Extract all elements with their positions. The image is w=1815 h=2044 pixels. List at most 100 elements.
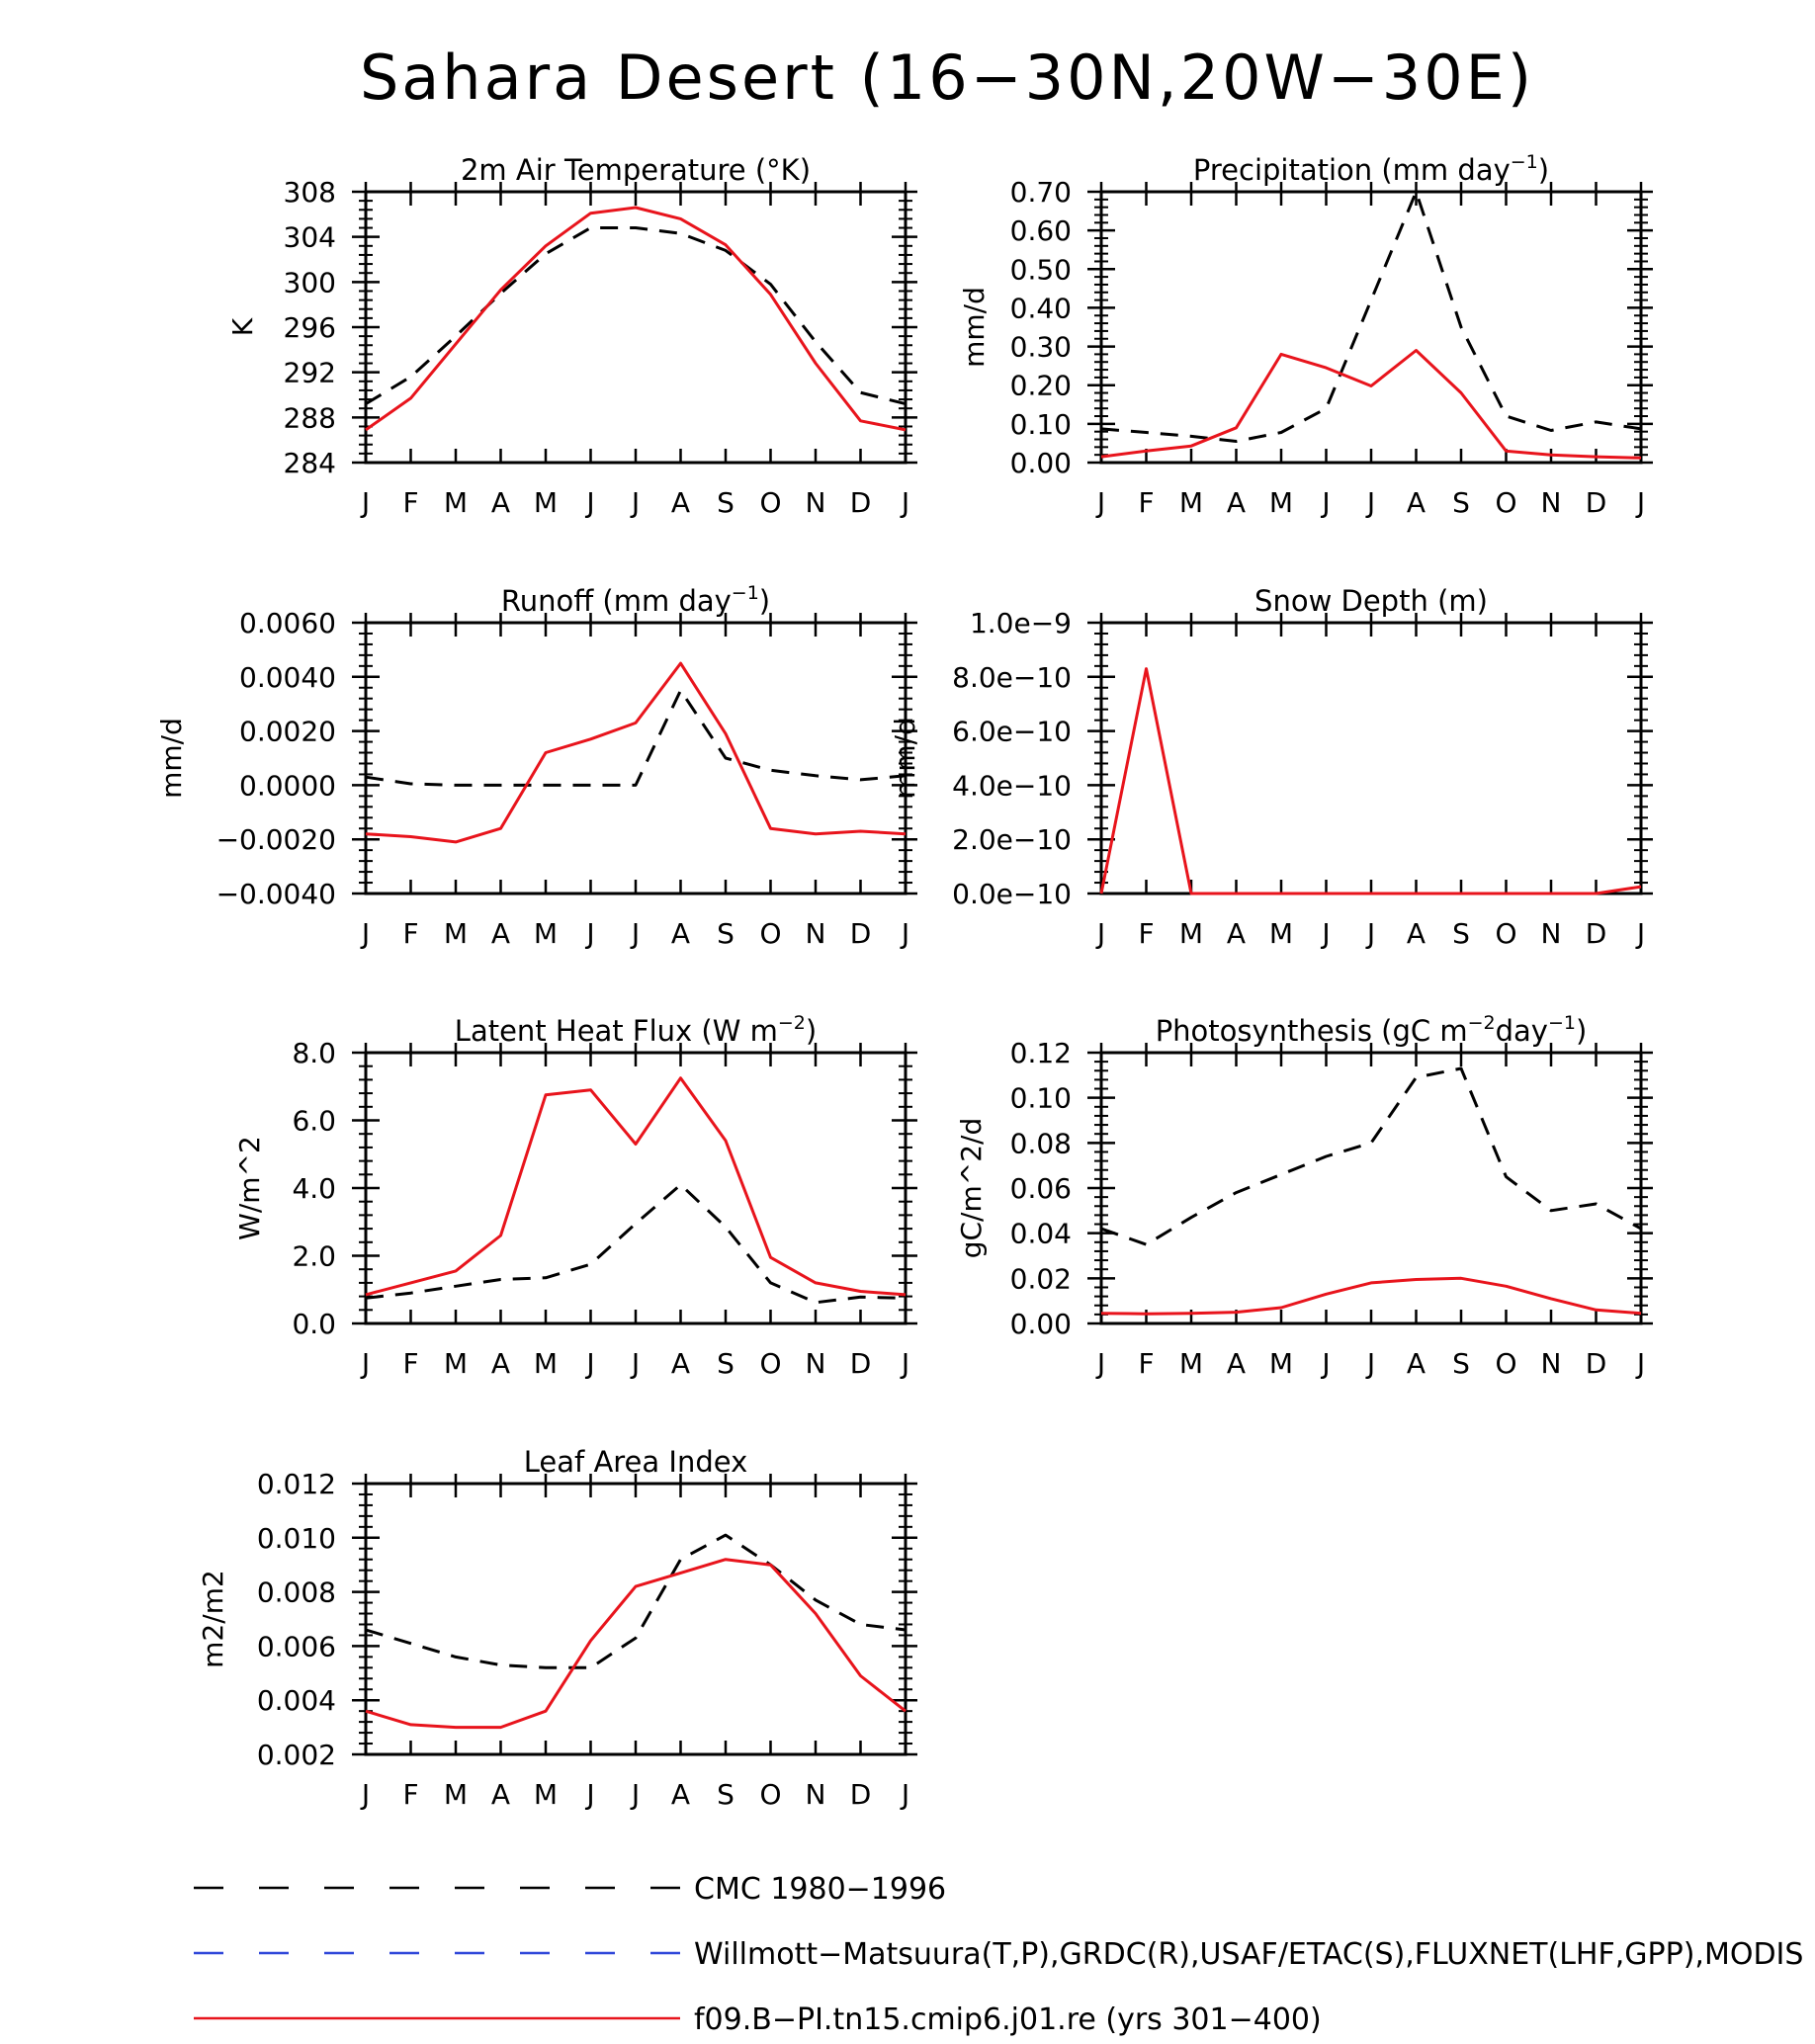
x-tick-label: A — [491, 917, 510, 950]
y-tick-label: 0.0 — [292, 1308, 336, 1340]
y-tick-label: 0.006 — [257, 1630, 336, 1662]
x-tick-label: A — [1407, 486, 1426, 519]
x-tick-label: J — [1365, 917, 1375, 950]
title-superscript: −1 — [1511, 151, 1538, 173]
x-tick-label: F — [402, 917, 418, 950]
plot-frame — [364, 190, 908, 465]
y-tick-label: 0.002 — [257, 1739, 336, 1771]
legend-entry-2: Willmott−Matsuura(T,P),GRDC(R),USAF/ETAC… — [194, 1937, 1803, 1972]
x-tick-label: O — [759, 1778, 781, 1811]
y-tick-label: 308 — [284, 176, 336, 209]
panel-title: Precipitation (mm day−1) — [1193, 151, 1549, 187]
y-tick-label: 0.08 — [1010, 1127, 1072, 1159]
series-line-cmc — [365, 226, 907, 406]
x-tick-label: N — [806, 1778, 826, 1811]
x-tick-label: D — [1586, 486, 1607, 519]
x-tick-label: D — [1586, 917, 1607, 950]
y-tick-label: −0.0040 — [216, 878, 336, 910]
y-axis-label: K — [226, 317, 259, 336]
y-tick-label: 0.10 — [1010, 1082, 1072, 1115]
x-tick-label: M — [534, 486, 558, 519]
x-tick-label: A — [491, 486, 510, 519]
x-tick-label: M — [1179, 917, 1203, 950]
y-tick-label: 0.50 — [1010, 253, 1072, 286]
series-line-cmc — [1100, 190, 1642, 443]
title-text: 2m Air Temperature (°K) — [461, 153, 811, 187]
title-text: Runoff (mm day — [501, 584, 732, 618]
y-tick-label: 300 — [284, 266, 336, 298]
series-line-model — [1100, 349, 1642, 460]
title-text: Precipitation (mm day — [1193, 153, 1511, 187]
x-tick-label: J — [1365, 1347, 1375, 1380]
series-line-model — [1099, 667, 1642, 895]
x-tick-label: S — [1452, 917, 1470, 950]
x-tick-label: J — [1635, 486, 1645, 519]
x-tick-label: A — [671, 917, 690, 950]
x-tick-label: J — [1095, 917, 1105, 950]
y-axis: 8.0 6.0 4.0 2.0 0.0 — [292, 1037, 917, 1340]
x-tick-label: M — [1179, 1347, 1203, 1380]
series-line-cmc — [365, 1183, 907, 1305]
x-tick-label: M — [534, 1347, 558, 1380]
y-tick-label: 0.20 — [1010, 370, 1072, 402]
x-tick-label: J — [630, 1347, 640, 1380]
legend-entry-3: f09.B−PI.tn15.cmip6.j01.re (yrs 301−400) — [194, 2002, 1322, 2037]
x-tick-label: M — [1269, 486, 1293, 519]
x-tick-label: J — [900, 1347, 909, 1380]
plot-frame — [1099, 190, 1643, 465]
y-tick-label: 0.010 — [257, 1522, 336, 1555]
y-tick-label: 6.0e−10 — [952, 716, 1072, 748]
x-tick-label: M — [444, 1778, 468, 1811]
y-tick-label: 4.0 — [292, 1172, 336, 1205]
y-tick-label: 0.12 — [1010, 1037, 1072, 1069]
x-tick-label: J — [900, 486, 909, 519]
title-text: day — [1496, 1014, 1548, 1048]
y-tick-label: 304 — [284, 221, 336, 254]
x-tick-label: O — [759, 486, 781, 519]
legend-label: CMC 1980−1996 — [694, 1872, 946, 1907]
y-axis: 308 304 300 296 292 288 284 — [284, 176, 917, 479]
y-axis: 0.12 0.10 0.08 0.06 0.04 0.02 0.00 — [1010, 1037, 1653, 1340]
y-axis-label: W/m^2 — [233, 1136, 266, 1240]
panel-title: Snow Depth (m) — [1254, 584, 1488, 618]
panel-snow-depth-m: Snow Depth (m)J F M A M J J A S O N D J1.0e−98.0e−10… — [889, 584, 1653, 950]
series-line-cmc — [365, 1533, 907, 1669]
x-tick-label: O — [759, 917, 781, 950]
title-text: Latent Heat Flux (W m — [455, 1014, 778, 1048]
x-tick-label: S — [717, 1778, 735, 1811]
y-tick-label: 0.00 — [1010, 1308, 1072, 1340]
x-tick-label: J — [584, 1778, 594, 1811]
y-tick-label: 0.0020 — [239, 716, 336, 748]
x-tick-label: A — [1227, 1347, 1246, 1380]
y-tick-label: 8.0 — [292, 1037, 336, 1069]
x-tick-label: N — [806, 486, 826, 519]
x-tick-label: J — [1365, 486, 1375, 519]
y-tick-label: 292 — [284, 357, 336, 389]
x-tick-label: F — [1138, 486, 1154, 519]
x-tick-label: A — [671, 1347, 690, 1380]
y-tick-label: 0.04 — [1010, 1218, 1072, 1250]
y-tick-label: 0.0000 — [239, 769, 336, 802]
series-line-cmc — [365, 689, 907, 787]
y-tick-label: 0.06 — [1010, 1172, 1072, 1205]
series-line-model — [365, 206, 907, 432]
panel-title: 2m Air Temperature (°K) — [461, 153, 811, 187]
x-tick-label: J — [900, 1778, 909, 1811]
x-tick-label: M — [1179, 486, 1203, 519]
x-tick-label: N — [1541, 917, 1562, 950]
panel-title: Photosynthesis (gC m−2day−1) — [1156, 1012, 1588, 1048]
y-axis: 0.012 0.010 0.008 0.006 0.004 0.002 — [257, 1468, 917, 1771]
y-tick-label: 6.0 — [292, 1105, 336, 1138]
y-tick-label: 288 — [284, 401, 336, 434]
x-tick-label: N — [1541, 486, 1562, 519]
y-tick-label: 0.40 — [1010, 292, 1072, 324]
y-tick-label: 4.0e−10 — [952, 769, 1072, 802]
y-tick-label: 2.0 — [292, 1240, 336, 1273]
x-tick-label: J — [1095, 1347, 1105, 1380]
x-tick-label: M — [444, 486, 468, 519]
